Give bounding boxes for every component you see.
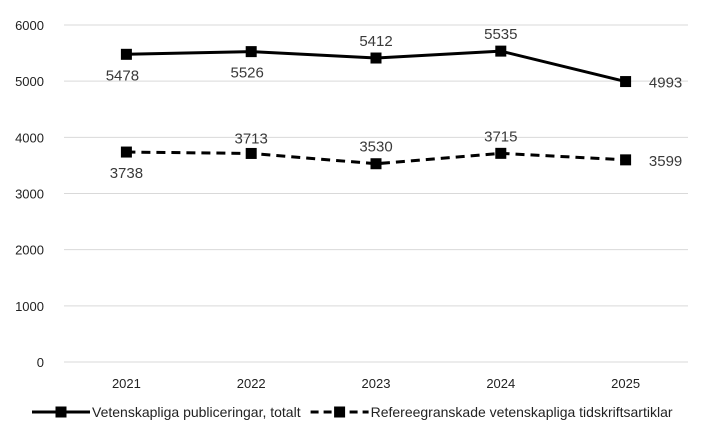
y-tick-label: 4000 [15, 130, 44, 145]
data-label: 4993 [649, 75, 682, 92]
x-tick-label: 2023 [362, 376, 391, 391]
legend-swatch-marker [55, 406, 67, 418]
data-label: 3738 [110, 165, 143, 182]
x-axis: 2021 2022 2023 2024 2025 [112, 376, 640, 391]
series-2-point [370, 158, 382, 170]
data-label: 5478 [106, 67, 139, 84]
y-tick-label: 6000 [15, 18, 44, 33]
series-1-point [370, 52, 382, 64]
y-tick-label: 2000 [15, 243, 44, 258]
y-axis: 0 1000 2000 3000 4000 5000 6000 [15, 18, 44, 370]
series-2-point [620, 154, 632, 166]
legend-entry: Vetenskapliga publiceringar, totalt [92, 404, 301, 420]
y-tick-label: 1000 [15, 299, 44, 314]
y-tick-label: 0 [37, 355, 44, 370]
legend: Vetenskapliga publiceringar, totalt Refer… [32, 404, 673, 420]
data-labels: 5478 5526 5412 5535 4993 3738 3713 3530 3715 3599 [106, 26, 683, 182]
series-1-point [495, 45, 507, 57]
data-label: 3599 [649, 153, 682, 170]
data-label: 5412 [359, 33, 392, 50]
x-tick-label: 2025 [611, 376, 640, 391]
legend-entry: Refereegranskade vetenskapliga tidskrift… [371, 404, 673, 420]
series-1-point [620, 76, 632, 88]
y-tick-label: 3000 [15, 187, 44, 202]
series-lines [120, 45, 632, 170]
series-1-point [245, 46, 257, 58]
data-label: 3713 [235, 130, 268, 147]
series-1-point [120, 48, 132, 60]
data-label: 3715 [484, 128, 517, 145]
x-tick-label: 2024 [486, 376, 515, 391]
y-tick-label: 5000 [15, 74, 44, 89]
x-tick-label: 2021 [112, 376, 141, 391]
data-label: 5526 [231, 65, 264, 82]
x-tick-label: 2022 [237, 376, 266, 391]
data-label: 3530 [359, 139, 392, 156]
gridlines [64, 24, 688, 363]
series-line-2 [126, 150, 626, 166]
data-label: 5535 [484, 26, 517, 43]
series-2-point [245, 147, 257, 159]
series-2-point [495, 147, 507, 159]
series-2-point [120, 146, 132, 158]
legend-swatch-marker [334, 406, 346, 418]
